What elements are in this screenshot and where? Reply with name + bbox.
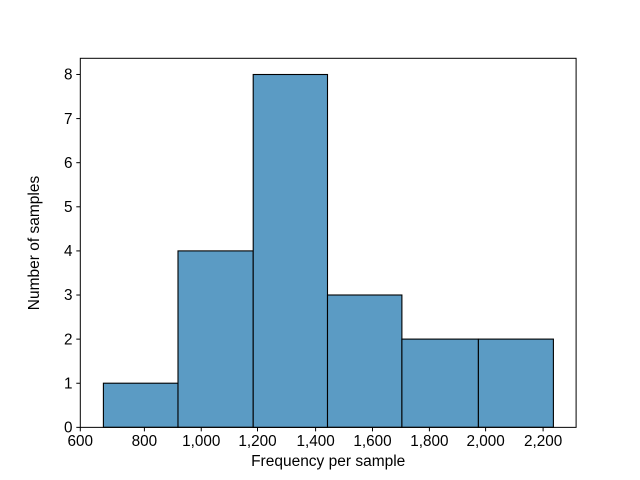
svg-text:5: 5 (64, 199, 73, 216)
svg-text:1: 1 (64, 375, 73, 392)
svg-text:2,000: 2,000 (466, 433, 504, 450)
svg-text:1,200: 1,200 (238, 433, 276, 450)
svg-text:2: 2 (64, 331, 73, 348)
svg-text:8: 8 (64, 67, 73, 84)
svg-text:1,400: 1,400 (296, 433, 334, 450)
svg-text:Number of samples: Number of samples (26, 176, 43, 311)
svg-text:0: 0 (64, 420, 73, 437)
svg-text:6: 6 (64, 155, 73, 172)
svg-text:800: 800 (132, 433, 158, 450)
svg-text:1,600: 1,600 (353, 433, 391, 450)
svg-text:4: 4 (64, 243, 73, 260)
svg-text:1,800: 1,800 (410, 433, 448, 450)
svg-text:2,200: 2,200 (524, 433, 562, 450)
svg-text:3: 3 (64, 287, 73, 304)
svg-text:1,000: 1,000 (182, 433, 220, 450)
svg-text:7: 7 (64, 111, 73, 128)
svg-text:Frequency per sample: Frequency per sample (251, 453, 405, 470)
